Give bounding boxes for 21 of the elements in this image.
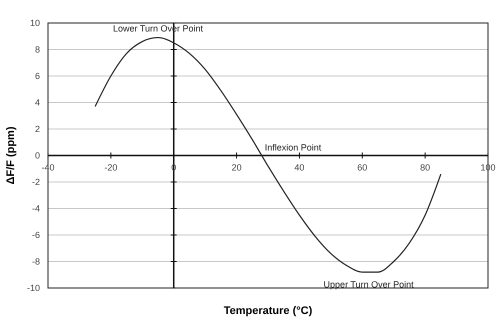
y-tick-label: 4 bbox=[34, 98, 40, 108]
x-axis-title: Temperature (°C) bbox=[224, 305, 313, 317]
line-series bbox=[94, 36, 442, 273]
x-tick-label: 20 bbox=[232, 162, 242, 172]
y-tick-label: -6 bbox=[32, 230, 40, 240]
annotation: Upper Turn Over Point bbox=[324, 279, 414, 290]
y-tick-label: 6 bbox=[34, 71, 40, 81]
y-tick-label: -4 bbox=[32, 204, 40, 214]
x-tick-label: 40 bbox=[294, 162, 304, 172]
y-tick-label: -2 bbox=[32, 177, 40, 187]
y-axis-title: ΔF/F (ppm) bbox=[5, 126, 17, 185]
x-tick-label: -20 bbox=[104, 162, 118, 172]
y-tick-label: -8 bbox=[32, 256, 40, 266]
y-tick-label: 10 bbox=[30, 18, 40, 28]
x-tick-label: 60 bbox=[357, 162, 368, 172]
y-tick-label: 8 bbox=[34, 44, 40, 54]
y-tick-label: -10 bbox=[26, 283, 40, 293]
annotation: Inflexion Point bbox=[264, 142, 322, 152]
y-tick-label: 0 bbox=[34, 150, 40, 160]
x-tick-label: 80 bbox=[420, 162, 430, 172]
y-tick-label: 2 bbox=[34, 124, 40, 134]
